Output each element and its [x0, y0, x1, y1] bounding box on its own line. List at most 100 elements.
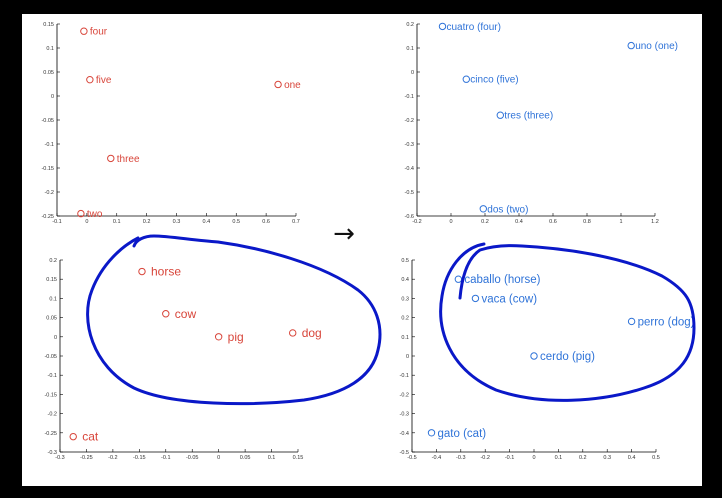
data-point-label: caballo (horse) [464, 274, 540, 286]
data-point [214, 333, 223, 341]
x-tick-label: 0.7 [292, 219, 300, 225]
plot-top-left: 0.150.10.050-0.05-0.1-0.15-0.2-0.25-0.1 0… [41, 22, 301, 225]
data-point-label: perro (dog) [638, 316, 695, 328]
arrow-glyph: → [333, 219, 355, 249]
x-tick-label: 0 [85, 219, 88, 225]
x-tick-label: 0.4 [628, 455, 636, 461]
data-point-label: cerdo (pig) [540, 351, 595, 363]
y-tick-label: 0.4 [401, 277, 409, 283]
figure-svg: 0.150.10.050-0.05-0.1-0.15-0.2-0.25-0.1 0… [41, 22, 696, 461]
x-tick-label: 0 [532, 455, 535, 461]
y-tick-label: -0.2 [405, 118, 414, 124]
x-tick-label: 0.1 [268, 455, 276, 461]
x-tick-label: -0.1 [505, 455, 514, 461]
y-tick-label: 0 [51, 94, 54, 100]
x-tick-label: -0.2 [480, 455, 489, 461]
data-point-label: gato (cat) [438, 428, 487, 440]
x-tick-label: -0.05 [186, 455, 199, 461]
data-point-label: horse [151, 265, 181, 279]
data-point [627, 317, 636, 326]
figure-canvas: 0.15 0.1 0.05 0 -0.05 -0.1 -0.15 -0.2 -0.25 -0.1 0… [22, 14, 702, 486]
data-point-label: three [117, 154, 140, 165]
data-point-label: cinco (five) [470, 75, 518, 86]
data-point [138, 267, 146, 276]
y-tick-label: -0.2 [48, 412, 57, 418]
y-tick-label: -0.1 [405, 94, 414, 100]
y-tick-label: -0.4 [400, 431, 409, 437]
data-point [462, 75, 470, 83]
y-tick-label: -0.4 [405, 166, 414, 172]
y-tick-label: 0.2 [49, 258, 57, 264]
annotation-loop-spanish [439, 242, 696, 402]
y-tick-label: 0 [54, 335, 57, 341]
data-point [86, 75, 94, 84]
x-tick-label: -0.3 [456, 455, 465, 461]
x-tick-label: 0.3 [603, 455, 611, 461]
data-point [530, 352, 538, 360]
y-tick-label: -0.25 [44, 431, 57, 437]
x-tick-label: 0.2 [579, 455, 587, 461]
data-point-label: five [96, 75, 112, 86]
plot-bottom-left: 0.2 0.15 0.1 0.05 0 -0.05 -0.1 -0.15 -0.2 -0.25 -0… [44, 258, 321, 461]
y-tick-label: 0.2 [401, 316, 409, 322]
plot-bottom-right: 0.5 0.4 0.3 0.2 0.1 0 -0.1 -0.2 -0.3 -0.4 -0.5-0.5… [400, 258, 695, 461]
y-tick-label: -0.3 [48, 450, 57, 456]
x-tick-label: -0.1 [52, 219, 61, 225]
plot-top-right: 0.20.10-0.1-0.2-0.3-0.4-0.5-0.6-0.2 0 0.2 0… [405, 22, 678, 225]
data-point-label: dog [302, 326, 322, 340]
y-tick-label: 0.1 [401, 335, 409, 341]
x-tick-label: 0.15 [293, 455, 304, 461]
data-point [454, 275, 463, 283]
x-tick-label: 0.6 [262, 219, 270, 225]
data-point [69, 432, 77, 441]
y-tick-label: 0.1 [49, 296, 57, 302]
x-tick-label: 0 [449, 219, 452, 225]
y-tick-label: 0.3 [401, 296, 409, 302]
y-tick-label: 0.05 [43, 70, 54, 76]
y-tick-label: -0.1 [48, 373, 57, 379]
data-point-label: cuatro (four) [447, 22, 501, 33]
x-tick-label: 0.3 [173, 219, 181, 225]
y-tick-label: -0.5 [400, 450, 409, 456]
x-tick-label: 0.2 [143, 219, 151, 225]
data-point-label: vaca (cow) [481, 293, 537, 305]
x-tick-label: 0.5 [232, 219, 240, 225]
x-tick-label: 0.1 [555, 455, 563, 461]
x-tick-label: 0.05 [240, 455, 251, 461]
data-point-label: uno (one) [635, 41, 678, 52]
y-tick-label: -0.15 [44, 392, 57, 398]
data-point [438, 22, 447, 31]
data-point [479, 205, 487, 213]
data-point [496, 111, 504, 119]
x-tick-label: -0.4 [432, 455, 441, 461]
data-point-label: cat [82, 430, 99, 444]
y-tick-label: -0.2 [400, 392, 409, 398]
x-tick-label: -0.2 [412, 219, 421, 225]
x-tick-label: -0.25 [80, 455, 93, 461]
x-tick-label: -0.3 [55, 455, 64, 461]
y-tick-label: -0.6 [405, 214, 414, 220]
y-tick-label: -0.1 [400, 373, 409, 379]
data-point-label: dos (two) [487, 204, 528, 215]
y-tick-label: 0.05 [46, 316, 57, 322]
x-tick-label: 0.5 [652, 455, 660, 461]
data-point [162, 310, 170, 318]
y-tick-label: -0.05 [44, 354, 57, 360]
y-tick-label: -0.3 [405, 142, 414, 148]
x-tick-label: -0.2 [108, 455, 117, 461]
x-tick-label: 0.4 [515, 219, 523, 225]
data-point-label: two [87, 209, 103, 220]
y-tick-label: 0.15 [43, 22, 54, 28]
data-point [274, 80, 282, 89]
data-point-label: pig [228, 330, 244, 344]
y-tick-label: -0.05 [41, 118, 54, 124]
x-tick-label: 0.8 [583, 219, 591, 225]
data-point-label: one [284, 80, 301, 91]
data-point [427, 429, 436, 437]
data-point [471, 294, 480, 303]
annotation-loop-english [86, 234, 382, 406]
y-tick-label: -0.3 [400, 412, 409, 418]
x-tick-label: 1.2 [651, 219, 659, 225]
data-point [107, 154, 115, 163]
y-tick-label: 0.5 [401, 258, 409, 264]
